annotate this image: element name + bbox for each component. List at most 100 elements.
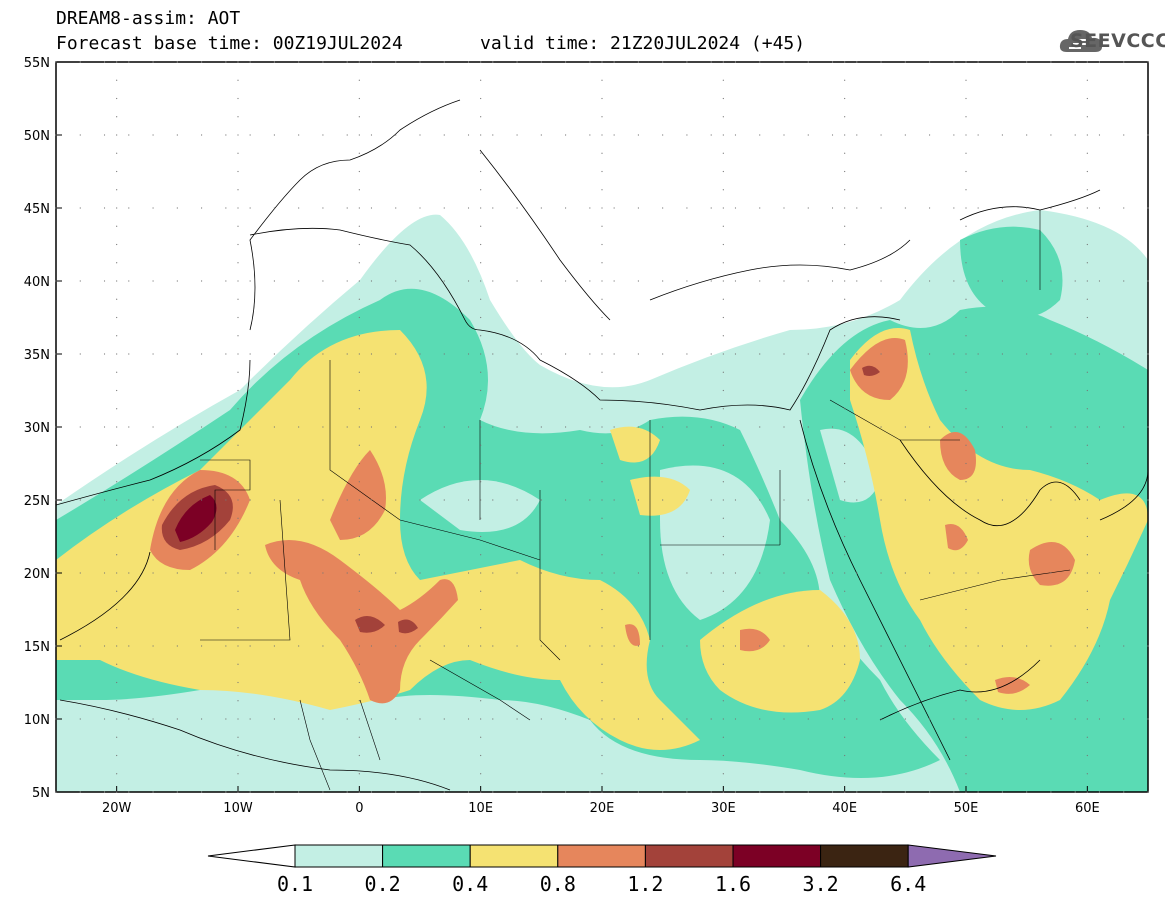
- grid-dot: [880, 718, 882, 720]
- grid-dot: [1098, 572, 1101, 574]
- grid-dot: [722, 791, 724, 793]
- grid-dot: [298, 207, 300, 209]
- grid-dot: [601, 408, 603, 410]
- grid-dot: [273, 134, 275, 136]
- grid-dot: [237, 517, 239, 519]
- grid-dot: [480, 371, 482, 373]
- grid-dot: [613, 353, 615, 355]
- grid-dot: [601, 736, 603, 738]
- grid-dot: [601, 389, 603, 392]
- grid-dot: [722, 61, 724, 63]
- grid-dot: [1026, 499, 1028, 501]
- grid-dot: [237, 152, 239, 154]
- grid-dot: [358, 481, 360, 483]
- grid-dot: [722, 298, 724, 300]
- grid-dot: [710, 61, 712, 63]
- grid-dot: [358, 754, 360, 757]
- grid-dot: [273, 791, 275, 793]
- grid-dot: [722, 608, 724, 611]
- grid-dot: [965, 189, 967, 191]
- grid-dot: [443, 645, 445, 647]
- grid-dot: [1123, 134, 1125, 136]
- grid-dot: [844, 590, 846, 592]
- grid-dot: [929, 499, 931, 501]
- grid-dot: [55, 207, 57, 209]
- grid-dot: [807, 645, 809, 647]
- grid-dot: [492, 791, 494, 793]
- grid-dot: [844, 754, 846, 757]
- grid-dot: [79, 134, 81, 136]
- grid-dot: [419, 718, 421, 720]
- grid-dot: [298, 353, 300, 355]
- grid-dot: [565, 426, 567, 428]
- grid-dot: [722, 207, 724, 209]
- grid-dot: [722, 590, 724, 592]
- colorbar: 0.1 0.2 0.4 0.8 1.2 1.6 3.2 6.4: [207, 844, 997, 896]
- grid-dot: [1098, 645, 1101, 647]
- grid-dot: [1147, 61, 1149, 63]
- grid-dot: [977, 499, 979, 501]
- colorbar-label: 3.2: [803, 872, 839, 896]
- grid-dot: [844, 353, 846, 355]
- grid-dot: [346, 280, 348, 282]
- grid-dot: [249, 645, 251, 647]
- grid-dot: [965, 262, 967, 264]
- grid-dot: [480, 517, 482, 519]
- grid-dot: [273, 353, 275, 355]
- grid-dot: [686, 134, 688, 136]
- grid-dot: [977, 61, 979, 63]
- grid-dot: [55, 353, 57, 355]
- grid-dot: [358, 590, 360, 592]
- grid-dot: [1074, 572, 1076, 574]
- grid-dot: [480, 280, 482, 282]
- grid-dot: [237, 189, 239, 191]
- grid-dot: [880, 499, 882, 501]
- grid-dot: [370, 645, 373, 647]
- lat-tick-label: 55N: [24, 56, 50, 71]
- grid-dot: [128, 645, 130, 647]
- grid-dot: [201, 791, 203, 793]
- grid-dot: [734, 718, 737, 720]
- grid-dot: [601, 61, 603, 63]
- grid-dot: [116, 262, 118, 264]
- grid-dot: [116, 681, 118, 684]
- grid-dot: [1050, 572, 1052, 574]
- grid-dot: [480, 499, 482, 501]
- grid-dot: [844, 718, 846, 720]
- grid-dot: [880, 645, 882, 647]
- grid-dot: [589, 134, 591, 136]
- grid-dot: [152, 645, 154, 647]
- grid-dot: [273, 207, 275, 209]
- grid-dot: [237, 97, 239, 100]
- grid-dot: [1001, 61, 1004, 63]
- grid-dot: [55, 718, 57, 720]
- lon-tick-label: 40E: [832, 801, 857, 816]
- grid-dot: [965, 408, 967, 410]
- grid-dot: [346, 134, 348, 136]
- grid-dot: [298, 499, 300, 501]
- grid-dot: [662, 207, 664, 209]
- grid-dot: [492, 207, 494, 209]
- grid-dot: [1001, 426, 1004, 428]
- grid-dot: [395, 207, 397, 209]
- grid-dot: [722, 280, 724, 282]
- grid-dot: [395, 791, 397, 793]
- grid-dot: [480, 316, 482, 319]
- grid-dot: [176, 134, 178, 136]
- colorbar-swatch: [469, 844, 559, 868]
- grid-dot: [734, 207, 737, 209]
- grid-dot: [480, 335, 482, 337]
- grid-dot: [831, 134, 834, 136]
- grid-dot: [1086, 535, 1088, 538]
- grid-dot: [844, 645, 846, 647]
- grid-dot: [965, 79, 967, 81]
- grid-dot: [152, 280, 154, 282]
- grid-dot: [322, 426, 324, 428]
- grid-dot: [722, 389, 724, 392]
- grid-dot: [965, 663, 967, 665]
- grid-dot: [1086, 645, 1088, 647]
- grid-dot: [1074, 280, 1076, 282]
- grid-dot: [977, 280, 979, 282]
- grid-dot: [480, 170, 482, 173]
- grid-dot: [965, 572, 967, 574]
